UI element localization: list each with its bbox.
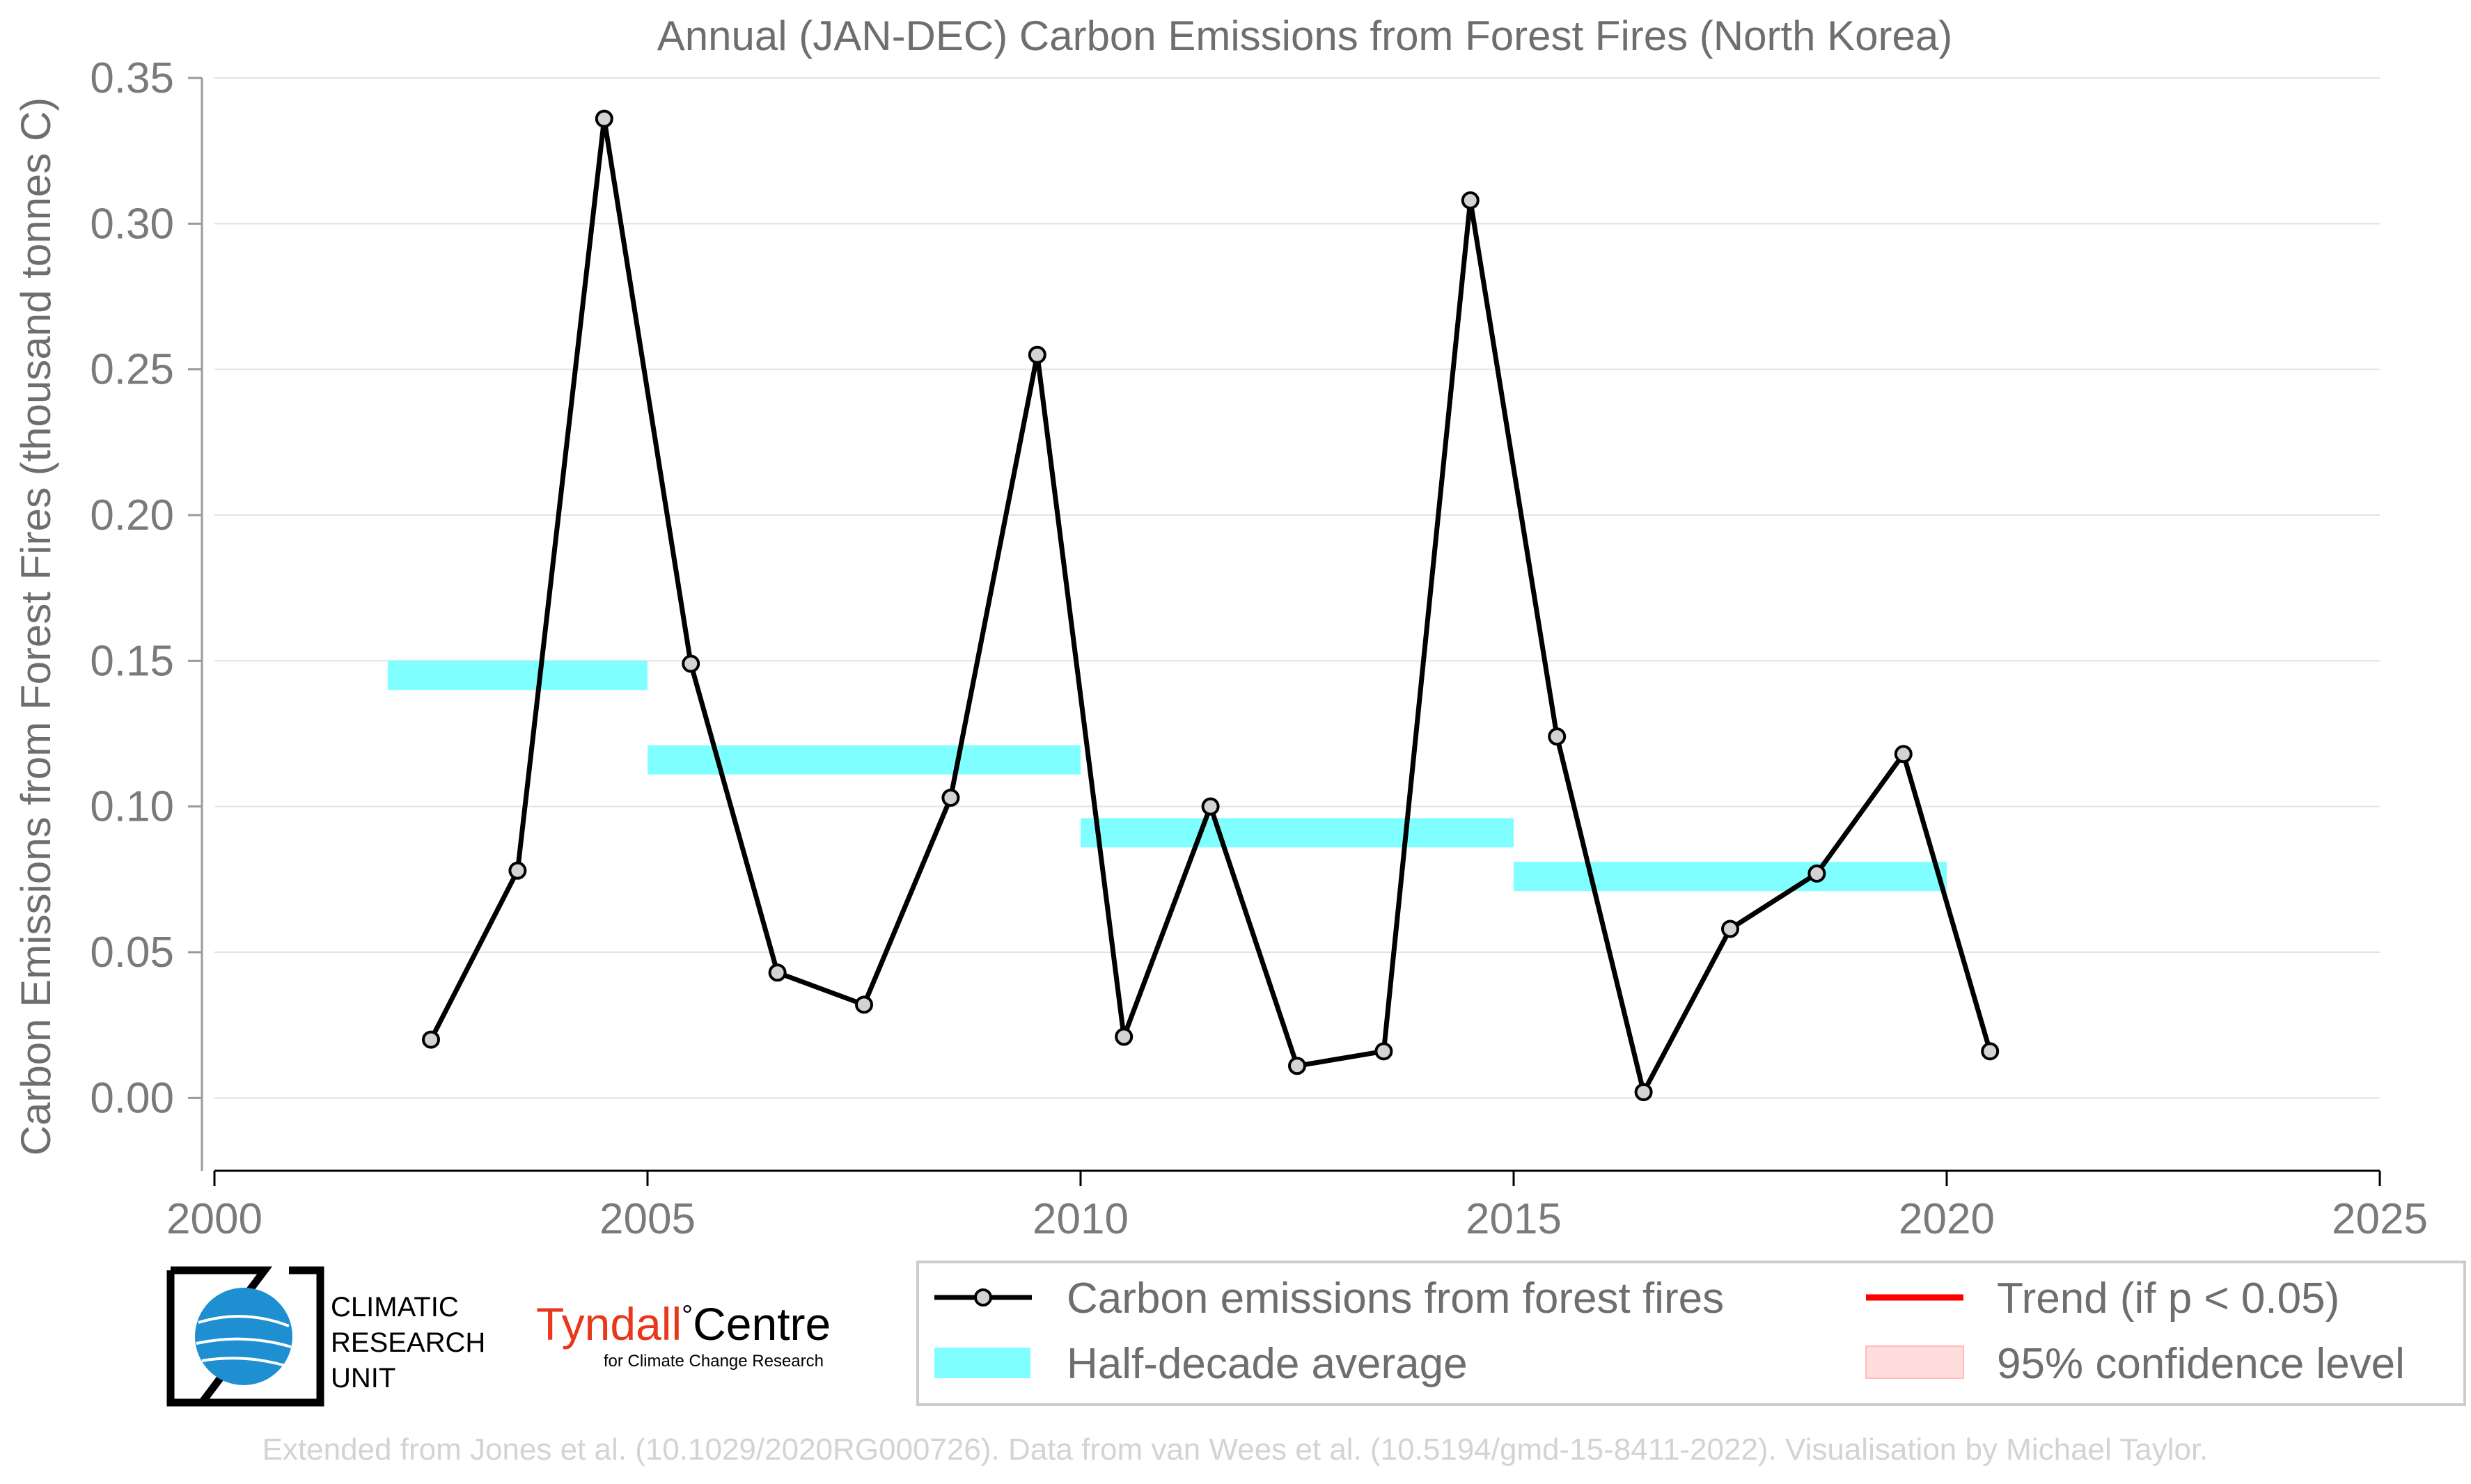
tyndall-logo-centre: Centre (693, 1298, 831, 1350)
half-decade-band-0 (387, 661, 648, 690)
data-point-0-16 (1807, 864, 1826, 883)
cru-logo-line-2: RESEARCH (331, 1327, 485, 1358)
x-tick-labels: 2000 2005 2010 2015 2020 2025 (166, 1195, 2428, 1243)
legend-swatch-confidence (1865, 1345, 1964, 1379)
x-tick-label-0: 2000 (166, 1195, 262, 1243)
data-point-0-5 (855, 995, 873, 1014)
legend-label-confidence: 95% confidence level (1997, 1340, 2405, 1388)
y-tick-label-5: 0.25 (90, 346, 174, 394)
legend-marker-emissions (974, 1288, 992, 1307)
cru-logo-line-3: UNIT (331, 1363, 395, 1394)
y-tick-label-2: 0.10 (90, 783, 174, 831)
data-point-0-8 (1115, 1027, 1133, 1046)
cru-globe-lines (196, 1315, 292, 1367)
tyndall-logo-degree: ° (682, 1300, 693, 1331)
credit-line: Extended from Jones et al. (10.1029/2020… (262, 1432, 2209, 1467)
axes (188, 77, 2381, 1186)
tyndall-logo-subtitle: for Climate Change Research (604, 1352, 824, 1371)
data-point-0-11 (1374, 1042, 1393, 1061)
data-point-0-17 (1894, 745, 1913, 764)
cru-globe-icon (195, 1288, 292, 1385)
cru-logo-frame (166, 1266, 324, 1407)
x-tick-label-4: 2020 (1899, 1195, 1995, 1243)
data-point-0-12 (1461, 191, 1480, 210)
data-point-0-4 (768, 963, 787, 982)
tyndall-logo: Tyndall°Centre for Climate Change Resear… (536, 1298, 831, 1371)
data-point-0-15 (1721, 919, 1739, 938)
data-point-0-10 (1288, 1057, 1306, 1075)
half-decade-bands (387, 661, 1947, 892)
x-tick-label-5: 2025 (2332, 1195, 2428, 1243)
legend-label-trend: Trend (if p < 0.05) (1997, 1274, 2339, 1323)
legend-label-half-decade: Half-decade average (1067, 1340, 1468, 1388)
legend-label-emissions: Carbon emissions from forest fires (1067, 1274, 1724, 1323)
y-tick-label-7: 0.35 (90, 54, 174, 102)
y-tick-label-1: 0.05 (90, 929, 174, 977)
x-tick-label-3: 2015 (1466, 1195, 1562, 1243)
data-point-0-6 (941, 789, 960, 807)
data-point-0-7 (1028, 345, 1046, 364)
legend-swatch-half-decade (934, 1348, 1030, 1378)
tyndall-logo-title: Tyndall°Centre (536, 1298, 831, 1350)
x-tick-label-1: 2005 (599, 1195, 696, 1243)
data-point-0-18 (1981, 1042, 2000, 1061)
cru-logo-line-1: CLIMATIC (331, 1292, 459, 1323)
half-decade-band-3 (1514, 862, 1947, 892)
half-decade-band-2 (1081, 818, 1514, 848)
data-point-0-2 (595, 109, 613, 128)
x-tick-label-2: 2010 (1033, 1195, 1129, 1243)
data-point-0-0 (422, 1030, 440, 1049)
y-axis-label: Carbon Emissions from Forest Fires (thou… (13, 97, 59, 1156)
tyndall-logo-word: Tyndall (536, 1298, 682, 1350)
chart-title: Annual (JAN-DEC) Carbon Emissions from F… (657, 13, 1953, 59)
y-tick-label-3: 0.15 (90, 637, 174, 685)
legend-frame (916, 1261, 2466, 1406)
series-group (422, 109, 2000, 1101)
data-point-0-3 (682, 654, 700, 673)
data-point-0-14 (1634, 1082, 1653, 1101)
y-tick-label-4: 0.20 (90, 491, 174, 539)
y-tick-label-6: 0.30 (90, 200, 174, 248)
data-point-0-13 (1548, 727, 1567, 746)
cru-logo: CLIMATIC RESEARCH UNIT (166, 1266, 485, 1407)
legend: Carbon emissions from forest fires Trend… (916, 1261, 2466, 1406)
data-point-0-1 (508, 861, 527, 880)
gridlines (214, 77, 2380, 1099)
y-tick-labels: 0.00 0.05 0.10 0.15 0.20 0.25 0.30 0.35 (90, 54, 174, 1122)
series-line-0 (428, 116, 1993, 1095)
data-point-0-9 (1201, 797, 1220, 816)
y-tick-label-0: 0.00 (90, 1074, 174, 1122)
